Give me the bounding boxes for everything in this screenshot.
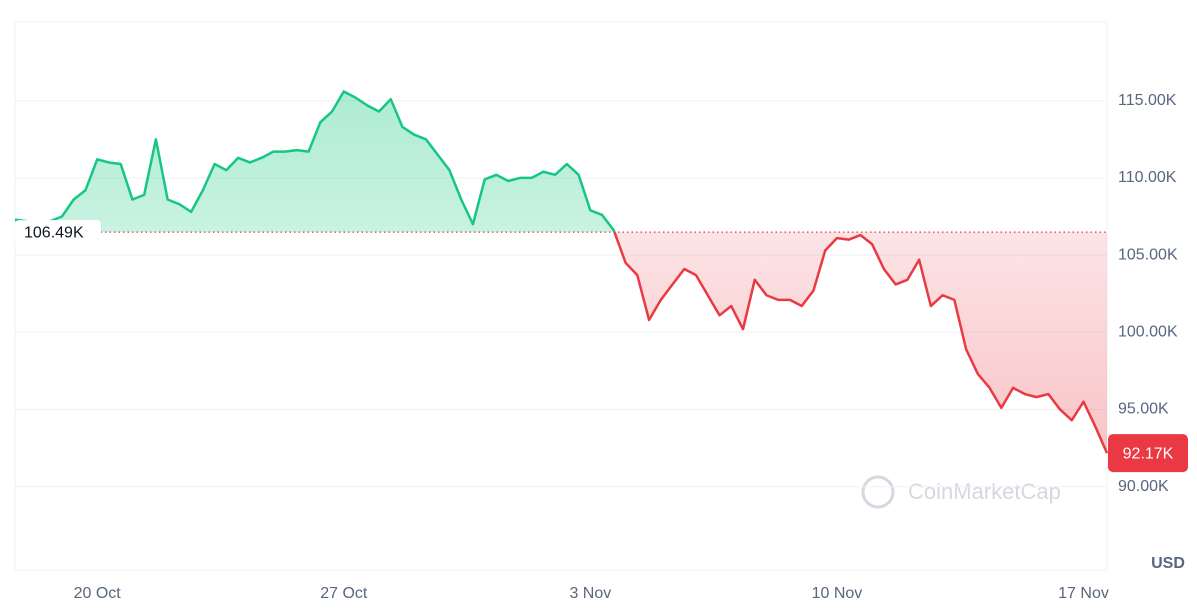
y-tick-label: 95.00K (1118, 401, 1169, 418)
y-tick-label: 90.00K (1118, 478, 1169, 495)
watermark: CoinMarketCap (861, 475, 1061, 509)
y-tick-label: 105.00K (1118, 246, 1178, 263)
price-label-bg (1108, 434, 1188, 473)
x-tick-label: 17 Nov (1058, 585, 1109, 602)
y-tick-label: 100.00K (1118, 323, 1178, 340)
x-tick-label: 10 Nov (812, 585, 863, 602)
x-tick-label: 3 Nov (569, 585, 611, 602)
x-tick-label: 27 Oct (320, 585, 368, 602)
price-line-down (613, 232, 1109, 454)
reference-label: 106.49K (24, 224, 84, 241)
y-tick-label: 110.00K (1118, 169, 1177, 186)
x-tick-label: 20 Oct (74, 585, 122, 602)
price-line-up (14, 90, 616, 233)
price-label: 92.17K (1123, 445, 1174, 462)
area-up (15, 91, 1107, 233)
area-down (614, 232, 1107, 454)
reference-label-bg (15, 220, 101, 245)
watermark-text: CoinMarketCap (908, 479, 1061, 504)
currency-label: USD (1151, 555, 1185, 572)
y-tick-label: 115.00K (1118, 92, 1177, 109)
